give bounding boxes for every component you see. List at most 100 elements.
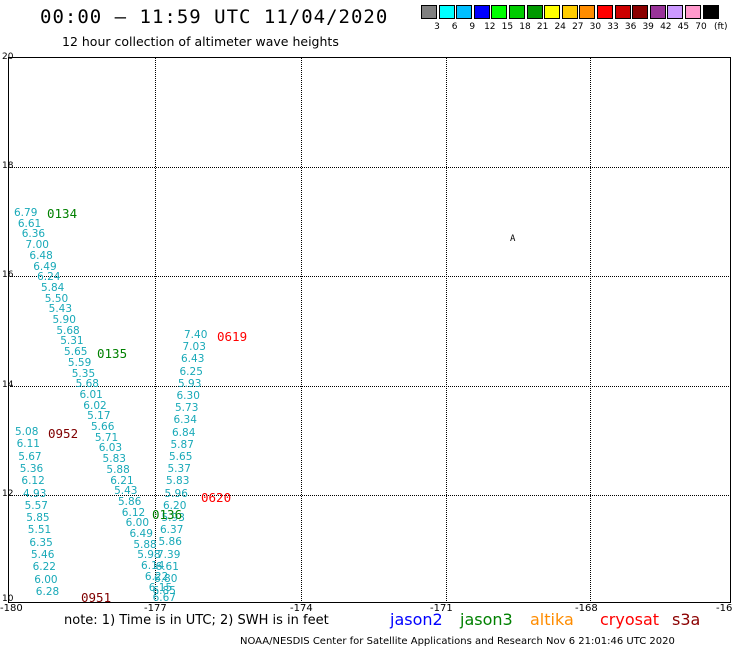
wave-height-value: 7.39 (157, 548, 181, 561)
wave-height-value: 5.51 (27, 524, 52, 537)
wave-height-value: 6.35 (29, 536, 53, 549)
wave-height-value: 5.83 (166, 475, 190, 488)
legend-swatch-label: 30 (589, 22, 602, 32)
latitude-gridline (8, 386, 731, 387)
wave-height-value: 6.14 (141, 560, 165, 573)
latitude-gridline (8, 167, 731, 168)
wave-height-value: 6.11 (16, 438, 40, 451)
legend-swatch-label: 33 (607, 22, 619, 32)
legend-swatch (438, 5, 455, 19)
legend-swatch-label: 21 (536, 22, 549, 32)
map-subtitle: 12 hour collection of altimeter wave hei… (62, 34, 339, 49)
legend-swatch (509, 5, 525, 19)
legend-swatch-label: 24 (554, 22, 566, 32)
wave-height-value: 5.88 (106, 463, 130, 476)
wave-height-value: 5.37 (167, 463, 191, 476)
wave-height-value: 5.43 (114, 485, 138, 498)
pass-label: 0620 (201, 490, 232, 505)
wave-height-value: 6.12 (121, 506, 146, 519)
legend-swatch-label: 42 (660, 22, 672, 32)
y-axis-label: 14 (2, 380, 14, 390)
x-axis-label: -174 (290, 603, 313, 614)
wave-height-value: 6.61 (155, 560, 179, 573)
legend-swatch (614, 5, 631, 19)
legend-unit: (ft) (714, 22, 728, 32)
satellite-altika: altika (530, 610, 574, 629)
latitude-gridline (8, 495, 731, 496)
wave-height-value: 5.50 (44, 292, 69, 305)
legend-swatch (667, 5, 684, 19)
legend-swatch-label: 27 (572, 22, 584, 32)
wave-height-value: 6.00 (34, 573, 58, 586)
map-plot-area (8, 57, 731, 603)
wave-height-value: 5.84 (40, 281, 65, 294)
y-axis-label: 18 (2, 161, 14, 171)
wave-height-value: 7.40 (184, 329, 208, 341)
wave-height-value: 5.17 (87, 410, 111, 423)
wave-height-value: 5.65 (169, 451, 193, 463)
legend-swatch-label: 70 (695, 22, 707, 32)
wave-height-value: 5.46 (31, 549, 55, 561)
wave-height-value: 5.31 (60, 335, 84, 348)
legend-swatch-label: 6 (451, 22, 458, 32)
pass-label: 0951 (81, 590, 112, 605)
wave-height-value: 6.15 (148, 581, 173, 594)
wave-height-value: 5.93 (161, 512, 185, 524)
footnote: note: 1) Time is in UTC; 2) SWH is in fe… (64, 613, 329, 628)
satellite-jason2: jason2 (390, 610, 443, 629)
satellite-s3a: s3a (672, 610, 701, 629)
longitude-gridline (301, 57, 302, 603)
wave-height-value: 6.85 (152, 585, 176, 598)
wave-height-value: 7.03 (182, 341, 206, 354)
map-title: 00:00 – 11:59 UTC 11/04/2020 (40, 6, 389, 28)
wave-height-value: 6.36 (21, 228, 46, 241)
wave-height-value: 5.93 (178, 377, 202, 390)
wave-height-value: 6.30 (176, 390, 200, 402)
wave-height-value: 6.22 (144, 570, 169, 583)
pass-label: 0952 (48, 426, 79, 441)
x-axis-label: -177 (144, 603, 167, 614)
legend-swatch (544, 5, 561, 19)
wave-height-value: 6.02 (83, 399, 107, 412)
wave-height-value: 6.24 (37, 271, 61, 284)
wave-height-value: 5.65 (64, 346, 88, 359)
island-marker: A (510, 234, 516, 244)
wave-height-value: 5.36 (19, 462, 44, 475)
latitude-gridline (8, 276, 731, 277)
wave-height-value: 6.49 (129, 528, 153, 540)
wave-height-value: 5.87 (170, 438, 194, 451)
legend-swatch-label: 9 (469, 22, 476, 32)
wave-height-value: 5.68 (75, 378, 99, 391)
wave-height-value: 6.28 (35, 585, 60, 598)
y-axis-label: 16 (2, 270, 14, 280)
wave-height-value: 6.67 (152, 592, 176, 605)
x-axis-label: -168 (575, 603, 598, 614)
wave-height-value: 5.59 (67, 356, 92, 369)
wave-height-value: 5.43 (48, 303, 73, 316)
pass-label: 0134 (47, 206, 78, 221)
wave-height-value: 5.90 (52, 314, 76, 326)
pass-label: 0136 (152, 507, 183, 522)
x-axis-label: -180 (0, 603, 23, 614)
wave-height-value: 6.20 (163, 499, 187, 512)
longitude-gridline (155, 57, 156, 603)
legend-swatch (685, 5, 701, 19)
x-axis-label: -16 (716, 603, 733, 614)
y-axis-label: 10 (2, 594, 14, 604)
wave-height-value: 5.88 (133, 538, 157, 551)
legend-swatch (421, 5, 437, 19)
legend-swatch-label: 36 (624, 22, 637, 32)
legend-swatch (526, 5, 543, 19)
wave-height-value: 5.96 (164, 487, 188, 500)
legend-swatch (456, 5, 473, 19)
wave-height-value: 6.03 (98, 442, 123, 455)
legend-swatch-label: 3 (434, 22, 440, 32)
wave-height-value: 4.93 (23, 487, 47, 500)
wave-height-value: 7.00 (25, 239, 49, 252)
longitude-gridline (446, 57, 447, 603)
wave-height-value: 5.85 (26, 512, 50, 525)
wave-height-value: 5.73 (175, 402, 199, 415)
legend-swatch (561, 5, 578, 19)
wave-height-value: 5.66 (91, 421, 115, 433)
legend-swatch (632, 5, 649, 19)
